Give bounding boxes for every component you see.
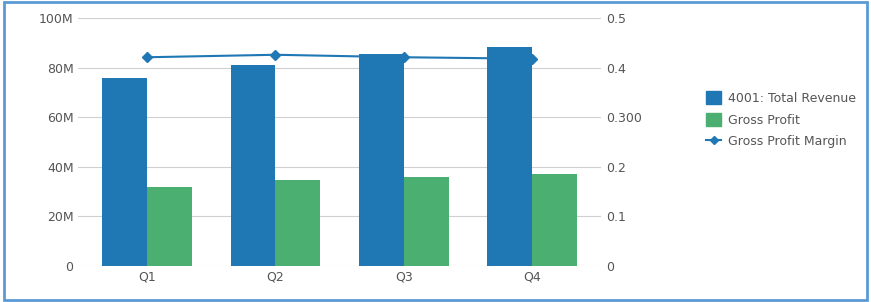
- Bar: [147, 187, 192, 266]
- Bar: [359, 54, 404, 266]
- Bar: [231, 65, 275, 266]
- Bar: [275, 180, 321, 266]
- Bar: [102, 78, 147, 266]
- Bar: [532, 174, 577, 266]
- Legend: 4001: Total Revenue, Gross Profit, Gross Profit Margin: 4001: Total Revenue, Gross Profit, Gross…: [701, 86, 861, 153]
- Bar: [488, 47, 532, 266]
- Bar: [404, 177, 449, 266]
